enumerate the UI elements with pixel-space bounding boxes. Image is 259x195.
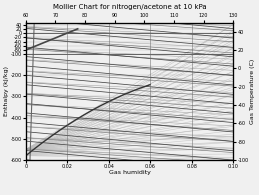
Y-axis label: Enthalpy (kJ/kg): Enthalpy (kJ/kg): [4, 66, 9, 116]
Y-axis label: Gas Temperature (C): Gas Temperature (C): [250, 58, 255, 124]
Title: Mollier Chart for nitrogen/acetone at 10 kPa: Mollier Chart for nitrogen/acetone at 10…: [53, 4, 206, 10]
X-axis label: Gas humidity: Gas humidity: [109, 170, 150, 176]
